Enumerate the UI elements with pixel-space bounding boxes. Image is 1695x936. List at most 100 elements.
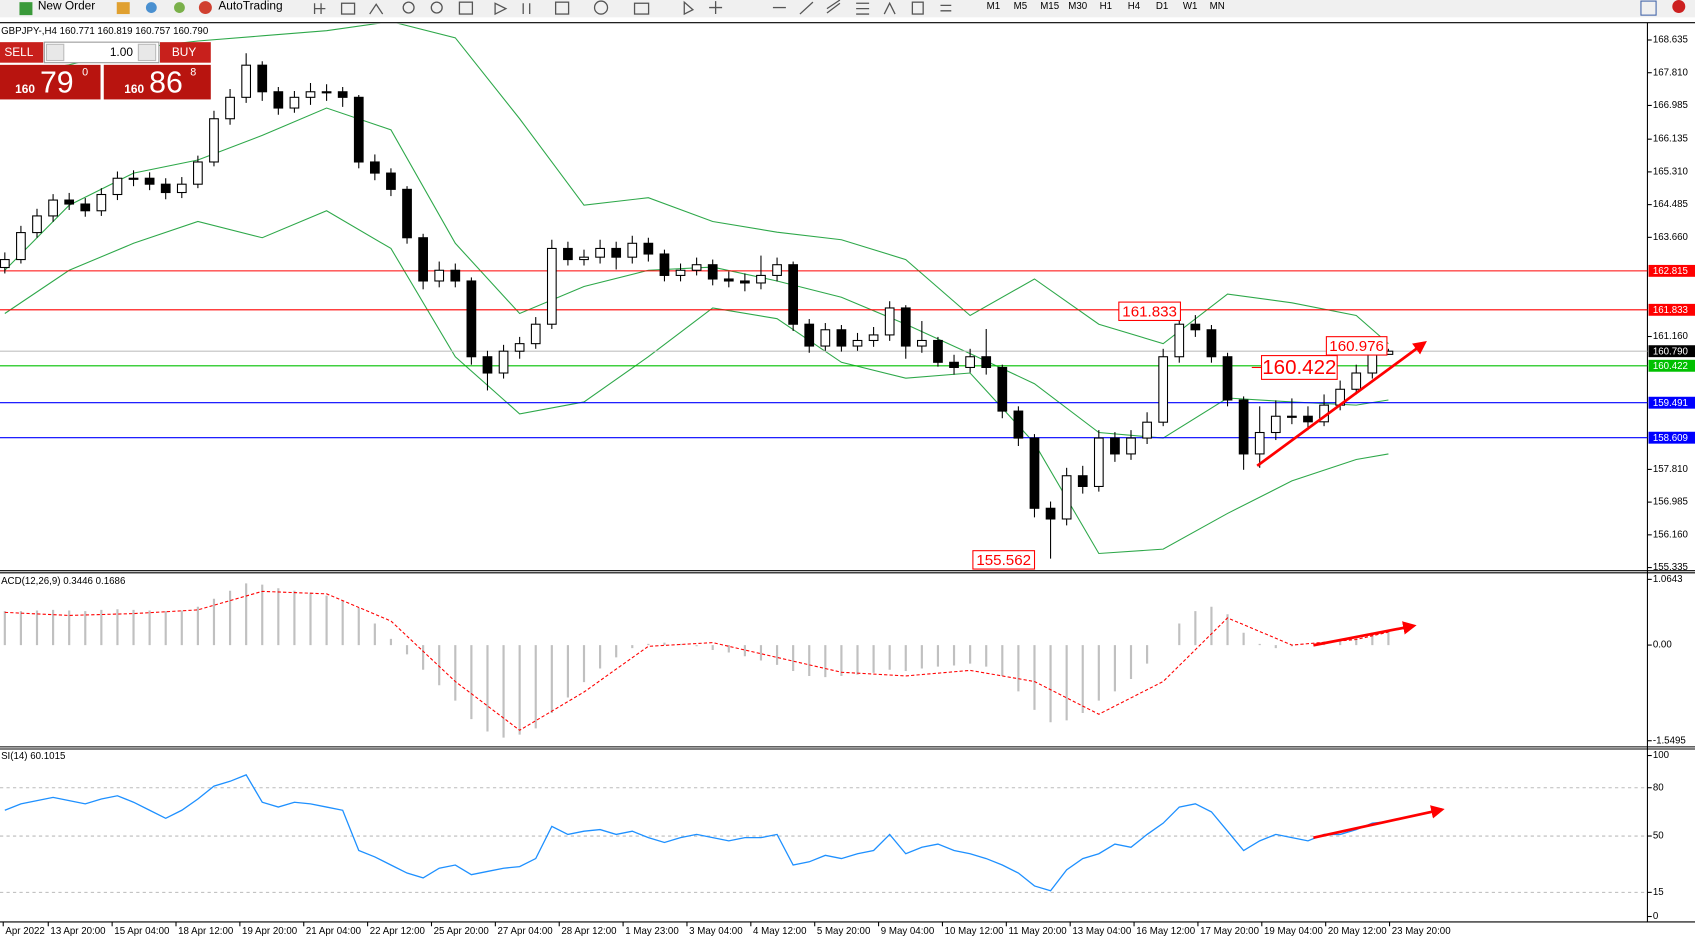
timeframe-button[interactable]: H4 [1128, 1, 1141, 12]
y-tick-label: 167.810 [1653, 67, 1689, 78]
buy-price-box[interactable] [103, 64, 211, 100]
icon[interactable] [145, 2, 157, 13]
candle-body [1013, 410, 1024, 439]
timeframe-button[interactable]: W1 [1183, 1, 1198, 12]
candle-body [836, 329, 847, 347]
y-tick-label: 166.135 [1653, 134, 1688, 145]
rsi-line [4, 774, 1389, 892]
candle-body [868, 334, 879, 342]
level-axis-label: 159.491 [1653, 398, 1688, 409]
y-tick-label: 50 [1653, 831, 1664, 842]
candle-body [369, 161, 380, 174]
candle-body [1093, 437, 1104, 487]
candle-body [482, 356, 493, 374]
new-order-icon[interactable] [19, 2, 33, 16]
new-order-button[interactable]: New Order [38, 0, 95, 13]
timeframe-button[interactable]: MN [1210, 1, 1225, 12]
candle-body [740, 280, 750, 284]
candle-body [707, 264, 718, 280]
panel-plot [3, 583, 1390, 738]
candle-body [418, 237, 428, 282]
candle-body [900, 307, 911, 347]
sell-button[interactable] [0, 42, 44, 63]
candle-body [997, 366, 1008, 412]
y-tick-label: -1.5495 [1653, 735, 1686, 746]
y-tick-label: 164.485 [1653, 199, 1688, 210]
macd-signal [4, 590, 1389, 731]
timeframe-button[interactable]: M30 [1068, 1, 1088, 12]
trade-panel: SELL 1.00 BUY 160 79 0 160 86 8 [0, 41, 211, 100]
y-tick-label: 161.160 [1653, 331, 1689, 342]
y-tick-label: 157.810 [1653, 464, 1689, 475]
search-icon[interactable] [1640, 0, 1657, 16]
candle-body [1254, 431, 1265, 455]
lots-value[interactable]: 1.00 [110, 45, 134, 59]
lots-up[interactable] [137, 43, 157, 62]
candle-body [1158, 356, 1169, 423]
bollinger-lower [4, 210, 1389, 555]
price-annotation: 160.422 [1262, 356, 1336, 379]
x-tick-label: 22 Apr 12:00 [370, 926, 426, 936]
price-annotation: 161.833 [1122, 303, 1177, 320]
timeframe-button[interactable]: D1 [1156, 1, 1168, 12]
buy-label[interactable]: BUY [172, 45, 196, 59]
candle-body [112, 177, 123, 196]
candle-body [884, 307, 895, 336]
timeframe-button[interactable]: M15 [1040, 1, 1059, 12]
timeframe-button[interactable]: M1 [987, 1, 1001, 12]
candle-body [1351, 372, 1362, 390]
candle-body [675, 269, 686, 276]
candle-body [1238, 399, 1249, 455]
timeframe-button[interactable]: M5 [1014, 1, 1028, 12]
y-tick-label: 80 [1653, 782, 1664, 793]
bid-axis-label: 160.790 [1653, 346, 1689, 357]
sell-label[interactable]: SELL [4, 45, 33, 59]
notification-icon[interactable] [1672, 0, 1686, 13]
autotrading-icon[interactable] [198, 1, 212, 15]
icon[interactable] [116, 2, 130, 15]
x-tick-label: Apr 2022 [5, 926, 44, 936]
candle-body [128, 177, 139, 180]
buy-button[interactable] [159, 42, 211, 63]
toolbar: New Order AutoTrading M1 M5 M15 M30 H1 H4 D1 W1… [0, 0, 1695, 18]
candle-body [756, 274, 766, 284]
candle-body [450, 269, 461, 282]
x-tick-label: 1 May 23:00 [625, 926, 679, 936]
y-tick-label: 163.660 [1653, 232, 1689, 243]
price-annotation-box [972, 550, 1036, 570]
candle-body [820, 329, 831, 347]
lots-down[interactable] [45, 43, 65, 62]
x-tick-label: 13 May 04:00 [1072, 926, 1131, 936]
x-tick-label: 9 May 04:00 [881, 926, 935, 936]
level-axis-label: 160.422 [1653, 361, 1688, 372]
level-axis-label-bg [1648, 396, 1695, 409]
candle-body [514, 343, 525, 352]
candle-body [643, 242, 654, 255]
y-tick-label: 168.635 [1653, 35, 1688, 46]
icon[interactable] [174, 2, 185, 13]
y-tick-label: 155.335 [1653, 562, 1688, 573]
toolbar-bg [0, 0, 1695, 18]
candle-body [1029, 437, 1040, 509]
x-tick-label: 21 Apr 04:00 [306, 926, 362, 936]
candle-body [1174, 323, 1185, 358]
candle-body [64, 199, 75, 205]
candle-body [466, 280, 477, 358]
candle-body [1190, 323, 1201, 331]
level-axis-label-bg [1648, 431, 1695, 444]
sell-price-box[interactable] [0, 64, 101, 100]
candle-body [788, 264, 799, 325]
autotrading-button[interactable]: AutoTrading [218, 0, 282, 13]
x-tick-label: 23 May 20:00 [1392, 926, 1451, 936]
timeframe-button[interactable]: H1 [1100, 1, 1112, 12]
y-tick-label: 0 [1653, 911, 1659, 922]
level-axis-label-bg [1648, 359, 1695, 372]
toolbar-icons[interactable] [313, 0, 952, 16]
candle-body [321, 91, 332, 94]
level-axis-label-bg [1648, 264, 1695, 277]
candle-body [160, 183, 171, 194]
level-axis-label: 161.833 [1653, 305, 1688, 316]
lots-input[interactable] [43, 41, 160, 64]
candle-body [546, 247, 557, 325]
